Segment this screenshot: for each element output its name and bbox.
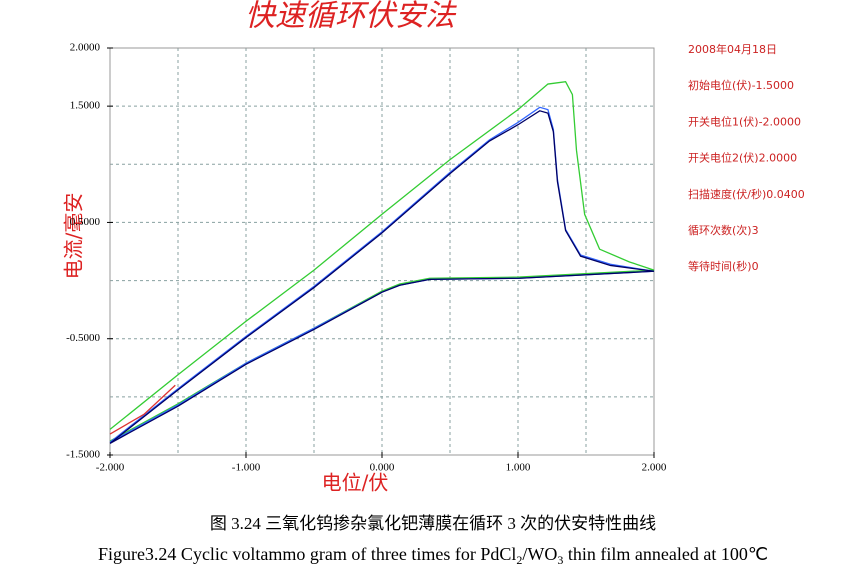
x-tick-label: 2.000 bbox=[642, 462, 667, 474]
line-series bbox=[109, 81, 655, 442]
caption-part: Figure3.24 Cyclic voltammo gram of three… bbox=[98, 544, 516, 564]
info-text: 扫描速度(伏/秒)0.0400 bbox=[688, 187, 805, 201]
caption-part: thin film annealed at 100℃ bbox=[563, 544, 768, 564]
line-series bbox=[109, 384, 176, 435]
x-tick-label: -2.000 bbox=[96, 462, 125, 474]
y-tick-label: 0.5000 bbox=[70, 216, 101, 228]
line-series bbox=[109, 110, 655, 444]
caption-sub: 2 bbox=[516, 553, 522, 567]
x-axis-label: 电位/伏 bbox=[322, 471, 389, 495]
caption-cn: 图 3.24 三氧化钨掺杂氯化钯薄膜在循环 3 次的伏安特性曲线 bbox=[210, 514, 656, 533]
caption-part: /WO bbox=[522, 544, 557, 564]
info-text: 2008年04月18日 bbox=[688, 42, 777, 56]
x-tick-label: 0.000 bbox=[370, 462, 395, 474]
x-tick-label: 1.000 bbox=[506, 462, 531, 474]
info-text: 开关电位2(伏)2.0000 bbox=[688, 151, 797, 165]
y-tick-label: 1.5000 bbox=[70, 100, 101, 112]
info-text: 等待时间(秒)0 bbox=[688, 259, 759, 273]
info-text: 初始电位(伏)-1.5000 bbox=[688, 78, 794, 92]
y-tick-label: -1.5000 bbox=[66, 449, 100, 461]
caption-sub: 3 bbox=[557, 553, 563, 567]
caption-en: Figure3.24 Cyclic voltammo gram of three… bbox=[98, 544, 768, 567]
x-tick-label: -1.000 bbox=[232, 462, 261, 474]
y-tick-label: -0.5000 bbox=[66, 332, 100, 344]
chart-title: 快速循环伏安法 bbox=[245, 0, 457, 34]
y-tick-label: 2.0000 bbox=[70, 42, 101, 54]
info-text: 开关电位1(伏)-2.0000 bbox=[688, 114, 801, 128]
y-axis-label: 电流/毫安 bbox=[62, 193, 86, 280]
info-text: 循环次数(次)3 bbox=[688, 223, 759, 237]
